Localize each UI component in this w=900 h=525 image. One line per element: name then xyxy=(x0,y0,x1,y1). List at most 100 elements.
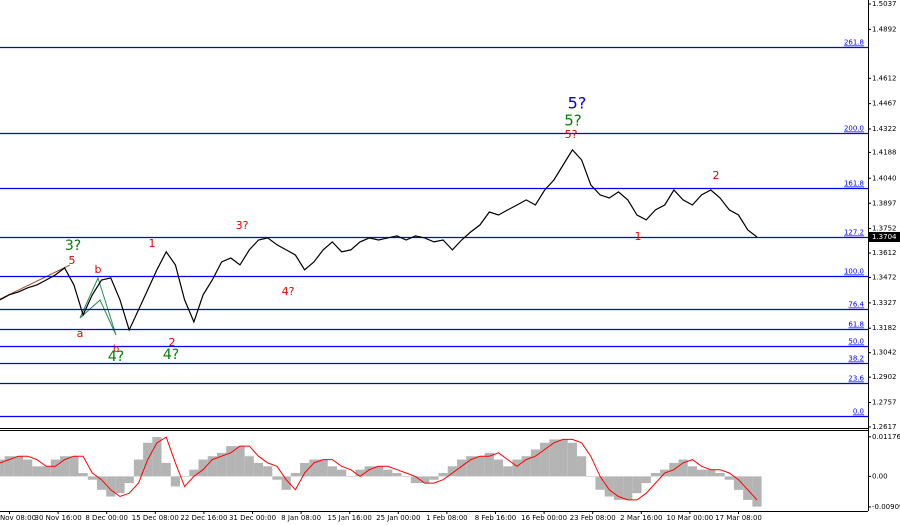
oscillator-bar xyxy=(0,459,5,477)
y-tick-label: 1.3182 xyxy=(872,324,897,332)
y-tick-label: 1.3327 xyxy=(872,299,897,307)
x-tick-label: 23 Feb 08:00 xyxy=(570,514,616,522)
fib-level-label: 61.8 xyxy=(848,321,864,329)
wave-label: b xyxy=(95,263,102,276)
y-tick-label: 1.2757 xyxy=(872,398,897,406)
fib-level-label: 38.2 xyxy=(848,355,864,363)
oscillator-bar xyxy=(32,466,42,477)
oscillator-bar xyxy=(743,476,753,500)
wave-label: 4? xyxy=(282,285,295,298)
x-tick-label: 22 Dec 16:00 xyxy=(180,514,227,522)
oscillator-bar xyxy=(290,473,301,477)
wave-label: 3? xyxy=(236,219,249,232)
y-tick-label: 1.4188 xyxy=(872,148,897,156)
oscillator-bar xyxy=(235,446,245,477)
wave-label: 1 xyxy=(149,237,156,250)
wave-label: a xyxy=(77,327,84,340)
price-line xyxy=(0,148,758,332)
wave-label: b xyxy=(113,344,119,355)
oscillator-bar xyxy=(558,439,568,477)
y-tick-label: 1.4467 xyxy=(872,100,897,108)
x-tick-label: 8 Feb 16:00 xyxy=(475,514,516,522)
oscillator-bar xyxy=(429,476,439,480)
oscillator-bar xyxy=(106,476,116,497)
y-tick-label: 1.3897 xyxy=(872,199,897,207)
oscillator-bar xyxy=(364,466,374,477)
oscillator-bar xyxy=(272,476,282,480)
oscillator-bar xyxy=(623,476,633,500)
oscillator-bar xyxy=(318,459,328,477)
oscillator-bar xyxy=(706,469,716,477)
fib-level-label: 161.8 xyxy=(844,180,864,188)
wave-label: 3? xyxy=(65,238,81,254)
x-tick-label: 2 Mar 16:00 xyxy=(620,514,662,522)
oscillator-bar xyxy=(530,449,541,477)
y-tick-label: 1.4612 xyxy=(872,74,897,82)
wave-label: 5 xyxy=(69,254,76,267)
oscillator-bar xyxy=(346,476,356,477)
wave-label: 2 xyxy=(169,336,176,349)
oscillator-bar xyxy=(438,473,448,477)
last-price-label: 1.3704 xyxy=(872,233,897,241)
oscillator-bar xyxy=(13,456,24,477)
oscillator-bar xyxy=(678,459,688,477)
oscillator-bar xyxy=(216,452,227,477)
oscillator-bar xyxy=(512,459,522,477)
signal-line xyxy=(0,436,758,501)
oscillator-bar xyxy=(23,459,33,477)
x-tick-label: 8 Jan 08:00 xyxy=(281,514,321,522)
x-tick-label: 1 Feb 08:00 xyxy=(426,514,467,522)
fib-level-label: 127.2 xyxy=(844,229,864,237)
y-tick-label: 1.4040 xyxy=(872,174,897,182)
oscillator-bar xyxy=(327,466,337,477)
oscillator-bar xyxy=(263,466,273,477)
oscillator-bar xyxy=(336,469,347,477)
fib-level-label: 200.0 xyxy=(844,125,864,133)
wave-sketch xyxy=(79,276,117,336)
oscillator-bar xyxy=(4,456,14,477)
oscillator-bar xyxy=(60,456,70,477)
oscillator-bar xyxy=(253,462,264,477)
oscillator-bar xyxy=(724,476,734,480)
oscillator-bar xyxy=(161,462,171,477)
trend-line xyxy=(0,264,71,300)
last-price-box xyxy=(869,231,900,242)
oscillator-bar xyxy=(604,476,614,497)
wave-label: 5? xyxy=(565,128,578,141)
wave-label: 1 xyxy=(635,230,642,243)
oscillator-bar xyxy=(78,473,88,477)
oscillator-bar xyxy=(133,459,144,477)
oscillator-bar xyxy=(466,456,476,477)
wave-label: 4? xyxy=(163,347,179,363)
y-tick-label: 0.01176 xyxy=(872,433,900,441)
fib-level-label: 50.0 xyxy=(848,338,864,346)
x-tick-label: 8 Dec 00:00 xyxy=(85,514,128,522)
fib-level-label: 23.6 xyxy=(848,375,864,383)
oscillator-bar xyxy=(244,456,254,477)
oscillator-bar xyxy=(355,469,365,477)
x-tick-label: 17 Mar 08:00 xyxy=(715,514,762,522)
oscillator-bar xyxy=(373,466,384,477)
oscillator-bar xyxy=(410,476,421,484)
oscillator-bar xyxy=(383,469,393,477)
y-tick-label: 1.5037 xyxy=(872,0,897,8)
x-tick-label: Nov 08:00 xyxy=(0,514,36,522)
oscillator-bar xyxy=(447,466,457,477)
oscillator-bar xyxy=(549,439,559,477)
oscillator-bar xyxy=(456,459,467,477)
oscillator-bar xyxy=(715,473,725,477)
oscillator-bar xyxy=(733,476,744,490)
oscillator-bar xyxy=(309,459,319,477)
oscillator-bar xyxy=(96,476,107,490)
oscillator-bar xyxy=(69,456,79,477)
oscillator-bar xyxy=(115,476,125,494)
y-tick-label: -0.00909 xyxy=(872,503,900,511)
oscillator-bar xyxy=(613,476,624,500)
oscillator-bar xyxy=(632,476,642,494)
oscillator-bar xyxy=(180,476,190,477)
y-tick-label: 1.3752 xyxy=(872,225,897,233)
oscillator-bar xyxy=(281,476,291,490)
oscillator-bar xyxy=(50,459,61,477)
